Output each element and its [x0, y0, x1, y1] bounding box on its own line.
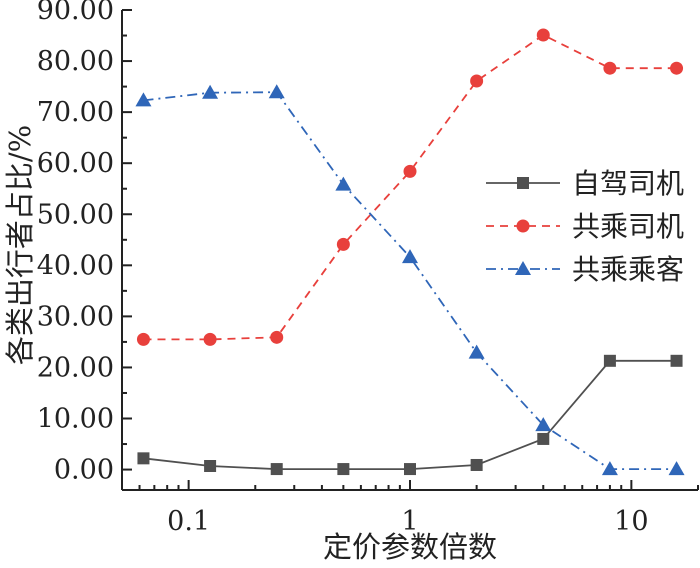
data-point-circle: [203, 332, 217, 346]
data-point-square: [137, 452, 150, 465]
y-tick-label: 30.00: [37, 301, 114, 332]
data-point-circle: [670, 61, 684, 75]
legend-label: 共乘乘客: [572, 253, 684, 286]
y-axis-ticks: 0.00 10.00 20.00 30.00 40.00 50.00 60.00 70.00 8…: [37, 0, 132, 486]
y-tick-label: 0.00: [54, 455, 114, 486]
y-tick-label: 80.00: [37, 46, 114, 77]
legend-item-1: 自驾司机: [486, 167, 684, 200]
y-tick-label: 90.00: [37, 0, 114, 26]
x-tick-label: 10: [614, 506, 648, 537]
legend-label: 共乘司机: [572, 210, 684, 243]
legend-label: 自驾司机: [572, 167, 684, 200]
data-point-circle: [270, 330, 284, 344]
data-point-circle: [336, 237, 350, 251]
series-2: [136, 28, 684, 346]
y-tick-label: 40.00: [37, 250, 114, 281]
y-tick-label: 10.00: [37, 404, 114, 435]
series-layer: [135, 28, 685, 476]
y-tick-label: 60.00: [37, 148, 114, 179]
data-point-square: [270, 463, 283, 476]
data-point-square: [470, 458, 483, 471]
x-axis-ticks: 0.1 1 10: [138, 480, 699, 537]
data-point-triangle: [601, 461, 618, 476]
data-point-square: [517, 177, 529, 189]
legend-item-2: 共乘司机: [486, 210, 684, 243]
series-1: [137, 354, 683, 476]
x-tick-label: 1: [401, 506, 418, 537]
data-point-square: [670, 354, 683, 367]
series-line: [143, 359, 677, 471]
data-point-square: [404, 463, 416, 476]
data-point-circle: [136, 332, 150, 346]
data-point-triangle: [468, 344, 485, 359]
y-tick-label: 50.00: [37, 199, 114, 230]
data-point-square: [537, 432, 550, 445]
series-line: [143, 33, 677, 341]
data-point-square: [337, 463, 350, 476]
data-point-triangle: [402, 249, 418, 264]
data-point-triangle: [202, 84, 219, 99]
series-3: [135, 84, 685, 476]
data-point-triangle: [135, 92, 152, 107]
data-point-triangle: [515, 261, 531, 275]
data-point-square: [204, 460, 217, 472]
data-point-triangle: [668, 461, 685, 476]
data-point-circle: [603, 61, 617, 75]
data-point-circle: [403, 164, 417, 178]
x-tick-label: 0.1: [167, 506, 210, 537]
y-axis-label: 各类出行者占比/%: [3, 125, 37, 365]
legend-item-3: 共乘乘客: [486, 253, 684, 286]
data-point-circle: [536, 28, 550, 42]
data-point-circle: [516, 219, 530, 233]
data-point-square: [603, 354, 616, 367]
data-point-circle: [470, 74, 484, 88]
data-point-triangle: [335, 176, 352, 191]
data-point-triangle: [535, 417, 552, 432]
x-axis-label: 定价参数倍数: [323, 530, 497, 564]
data-point-triangle: [268, 84, 285, 99]
y-tick-label: 20.00: [37, 352, 114, 383]
y-tick-label: 70.00: [37, 97, 114, 128]
